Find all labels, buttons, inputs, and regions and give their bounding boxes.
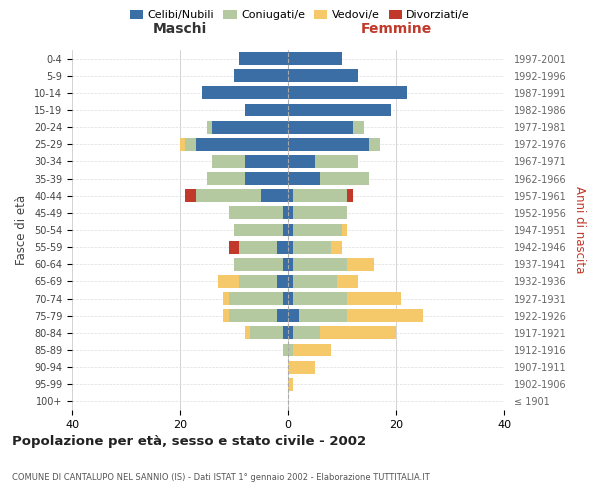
Y-axis label: Anni di nascita: Anni di nascita [573, 186, 586, 274]
Bar [288, 190, 293, 202]
Bar [250, 326, 283, 340]
Bar [293, 206, 347, 220]
Bar [283, 224, 288, 236]
Bar [245, 326, 250, 340]
Bar [288, 224, 293, 236]
Bar [299, 310, 347, 322]
Bar [288, 275, 293, 288]
Bar [288, 310, 299, 322]
Bar [288, 240, 293, 254]
Y-axis label: Fasce di età: Fasce di età [16, 195, 28, 265]
Bar [293, 275, 337, 288]
Bar [293, 240, 331, 254]
Bar [347, 190, 353, 202]
Bar [277, 240, 288, 254]
Bar [347, 258, 374, 270]
Bar [283, 292, 288, 305]
Bar [196, 138, 288, 150]
Bar [288, 70, 358, 82]
Bar [331, 240, 342, 254]
Bar [283, 206, 288, 220]
Bar [212, 155, 245, 168]
Bar [245, 155, 288, 168]
Text: Popolazione per età, sesso e stato civile - 2002: Popolazione per età, sesso e stato civil… [12, 435, 366, 448]
Bar [185, 190, 196, 202]
Bar [277, 275, 288, 288]
Bar [202, 86, 288, 100]
Bar [288, 292, 293, 305]
Bar [288, 155, 315, 168]
Bar [245, 172, 288, 185]
Bar [261, 190, 288, 202]
Bar [293, 224, 342, 236]
Bar [353, 120, 364, 134]
Bar [288, 378, 293, 390]
Bar [288, 206, 293, 220]
Bar [293, 258, 347, 270]
Bar [277, 310, 288, 322]
Bar [315, 155, 358, 168]
Text: COMUNE DI CANTALUPO NEL SANNIO (IS) - Dati ISTAT 1° gennaio 2002 - Elaborazione : COMUNE DI CANTALUPO NEL SANNIO (IS) - Da… [12, 473, 430, 482]
Bar [283, 344, 288, 356]
Bar [239, 275, 277, 288]
Bar [229, 240, 239, 254]
Bar [245, 104, 288, 117]
Bar [347, 310, 423, 322]
Bar [288, 138, 369, 150]
Bar [288, 360, 315, 374]
Bar [229, 292, 283, 305]
Bar [293, 326, 320, 340]
Bar [288, 104, 391, 117]
Bar [342, 224, 347, 236]
Bar [212, 120, 288, 134]
Bar [223, 310, 229, 322]
Bar [234, 70, 288, 82]
Text: Maschi: Maschi [153, 22, 207, 36]
Bar [347, 292, 401, 305]
Bar [207, 120, 212, 134]
Bar [293, 190, 347, 202]
Bar [288, 172, 320, 185]
Bar [320, 326, 396, 340]
Bar [288, 326, 293, 340]
Bar [207, 172, 245, 185]
Bar [320, 172, 369, 185]
Bar [229, 310, 277, 322]
Text: Femmine: Femmine [361, 22, 431, 36]
Bar [196, 190, 261, 202]
Bar [288, 258, 293, 270]
Bar [185, 138, 196, 150]
Bar [293, 292, 347, 305]
Bar [288, 120, 353, 134]
Bar [288, 344, 293, 356]
Bar [239, 240, 277, 254]
Bar [283, 326, 288, 340]
Bar [293, 344, 331, 356]
Bar [369, 138, 380, 150]
Bar [223, 292, 229, 305]
Bar [180, 138, 185, 150]
Bar [288, 86, 407, 100]
Bar [337, 275, 358, 288]
Legend: Celibi/Nubili, Coniugati/e, Vedovi/e, Divorziati/e: Celibi/Nubili, Coniugati/e, Vedovi/e, Di… [125, 6, 475, 25]
Bar [283, 258, 288, 270]
Bar [234, 258, 283, 270]
Bar [234, 224, 283, 236]
Bar [239, 52, 288, 65]
Bar [288, 52, 342, 65]
Bar [218, 275, 239, 288]
Bar [229, 206, 283, 220]
